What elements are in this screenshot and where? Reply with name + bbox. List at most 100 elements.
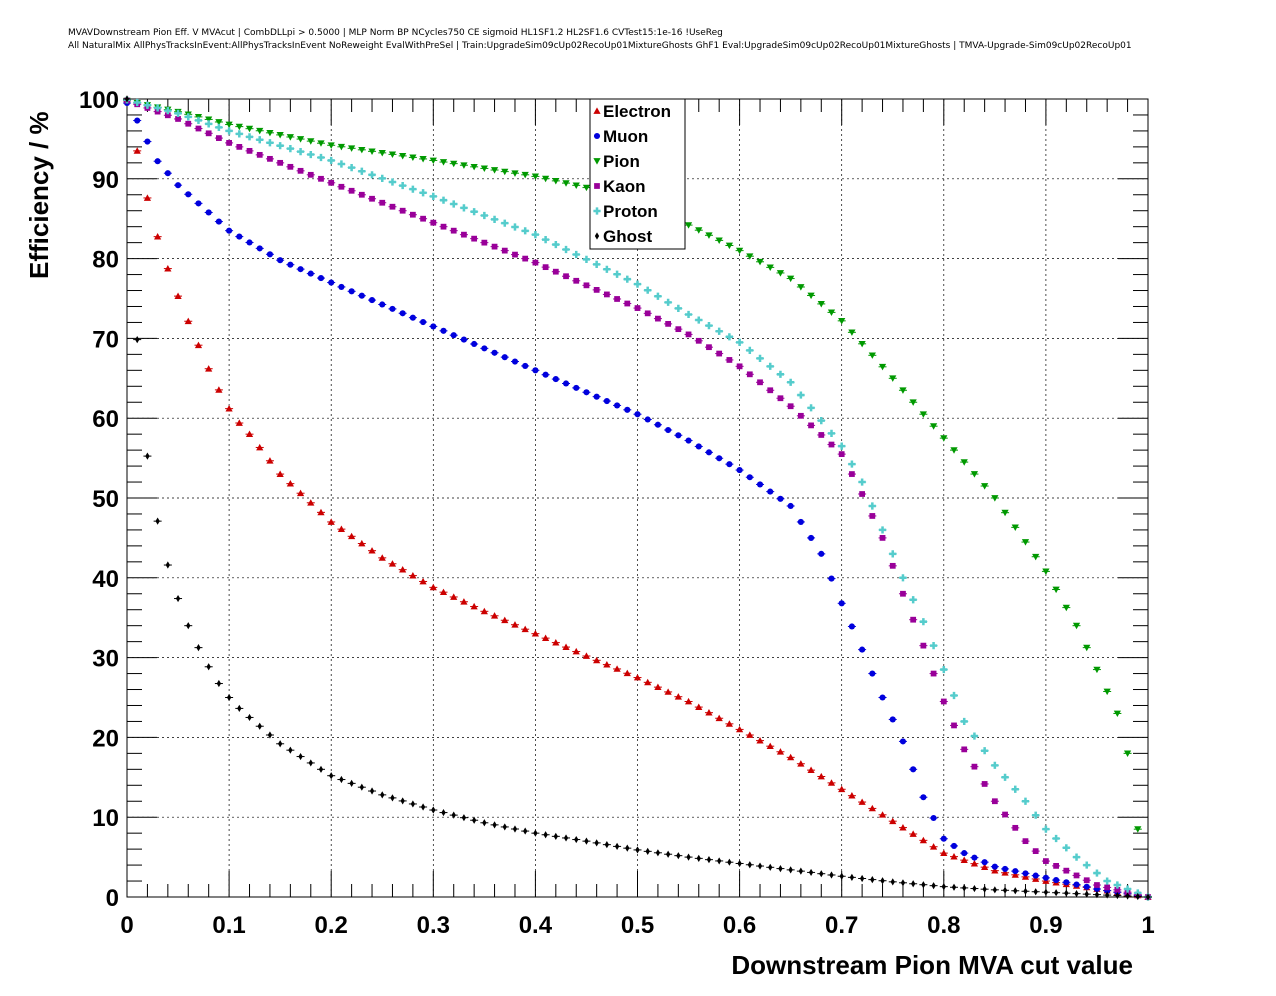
- data-point: [1053, 862, 1059, 869]
- data-point: [533, 829, 538, 837]
- data-point: [991, 863, 998, 870]
- data-point: [349, 779, 354, 787]
- data-point: [1033, 888, 1038, 896]
- data-point: [154, 158, 161, 165]
- legend-marker-kaon: [594, 183, 600, 189]
- data-point: [154, 233, 162, 240]
- data-point: [849, 471, 855, 477]
- data-point: [1123, 750, 1132, 757]
- data-point: [593, 393, 600, 400]
- data-point: [490, 215, 499, 223]
- data-point: [277, 740, 283, 748]
- data-point: [909, 830, 917, 837]
- data-point: [409, 154, 417, 162]
- data-point: [797, 391, 805, 399]
- data-point: [562, 245, 570, 254]
- data-point: [951, 883, 957, 891]
- data-point: [276, 132, 284, 139]
- data-point: [757, 379, 763, 386]
- data-point: [1123, 885, 1132, 893]
- data-point: [705, 322, 713, 330]
- data-point: [736, 338, 744, 346]
- data-point: [829, 871, 834, 879]
- data-point: [521, 227, 529, 235]
- data-point: [337, 160, 346, 168]
- data-point: [929, 843, 938, 850]
- data-point: [378, 174, 386, 183]
- data-point: [287, 261, 294, 268]
- data-point: [286, 134, 294, 141]
- data-point: [919, 618, 927, 626]
- data-point: [1072, 853, 1081, 861]
- data-point: [410, 211, 416, 218]
- x-tick-label: 0.7: [825, 912, 858, 939]
- data-point: [960, 459, 968, 466]
- data-point: [164, 170, 171, 177]
- data-point: [276, 142, 284, 150]
- data-point: [174, 182, 182, 189]
- data-point: [307, 150, 315, 159]
- data-point: [970, 471, 979, 478]
- data-point: [674, 304, 682, 312]
- data-point: [164, 107, 172, 115]
- data-point: [787, 275, 795, 283]
- data-point: [869, 513, 876, 519]
- data-point: [511, 223, 519, 231]
- data-point: [981, 747, 989, 755]
- data-point: [205, 365, 213, 372]
- data-point: [235, 123, 243, 131]
- data-point: [441, 808, 446, 817]
- data-point: [225, 405, 233, 412]
- data-point: [317, 140, 325, 147]
- data-point: [940, 698, 947, 705]
- data-point: [307, 171, 314, 178]
- legend-label-kaon: Kaon: [603, 177, 646, 196]
- data-point: [1083, 877, 1090, 884]
- data-point: [747, 861, 752, 869]
- data-point: [439, 196, 448, 204]
- data-point: [889, 550, 897, 558]
- data-point: [603, 291, 610, 298]
- data-point: [318, 765, 324, 773]
- data-point: [553, 832, 558, 840]
- data-point: [593, 260, 601, 268]
- data-point: [746, 346, 754, 354]
- data-point: [1012, 868, 1019, 875]
- data-point: [225, 127, 233, 135]
- data-point: [399, 153, 407, 160]
- data-point: [624, 406, 631, 413]
- data-point: [768, 863, 773, 871]
- data-point: [164, 112, 171, 119]
- data-point: [368, 148, 376, 155]
- data-point: [471, 340, 478, 348]
- data-point: [521, 625, 529, 633]
- data-point: [542, 634, 550, 642]
- data-point: [388, 151, 397, 158]
- legend-marker-ghost: [594, 232, 600, 240]
- data-point: [603, 397, 610, 405]
- data-point: [329, 772, 334, 780]
- data-point: [807, 404, 815, 412]
- data-point: [929, 423, 938, 430]
- data-point: [695, 316, 703, 324]
- data-point: [511, 358, 519, 365]
- data-point: [870, 876, 875, 884]
- data-point: [236, 144, 243, 150]
- data-point: [368, 297, 376, 304]
- data-point: [1074, 890, 1079, 898]
- data-point: [552, 177, 560, 185]
- data-point: [981, 781, 988, 787]
- data-point: [776, 270, 785, 277]
- data-point: [1042, 825, 1050, 833]
- data-point: [420, 803, 426, 811]
- data-point: [787, 403, 794, 410]
- x-tick-label: 1: [1141, 912, 1154, 939]
- data-point: [828, 441, 835, 448]
- data-point: [266, 129, 274, 137]
- data-point: [921, 881, 926, 889]
- data-point: [461, 814, 467, 822]
- data-point: [1134, 826, 1142, 833]
- data-point: [358, 191, 365, 198]
- data-point: [960, 856, 968, 864]
- data-point: [492, 821, 497, 829]
